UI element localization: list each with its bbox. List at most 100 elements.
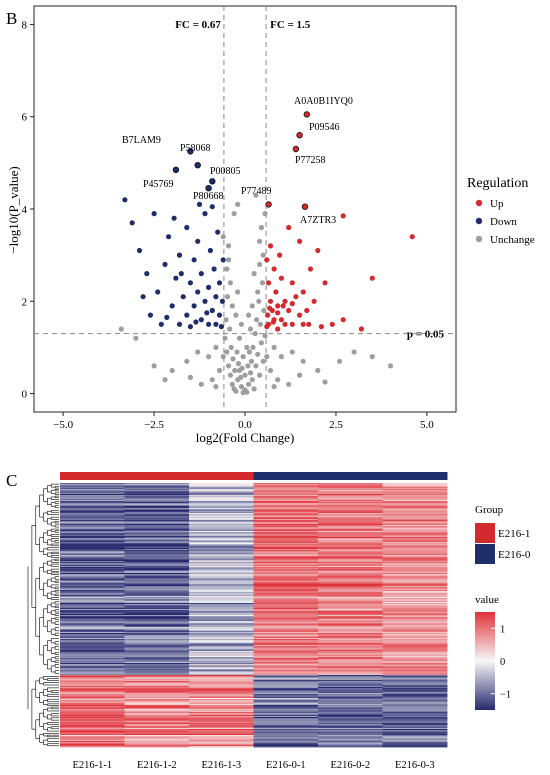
- heatmap-cell: [318, 569, 383, 571]
- heatmap-cell: [253, 628, 319, 630]
- point-unchange: [226, 363, 232, 369]
- heatmap-cell: [124, 660, 190, 663]
- heatmap-cell: [60, 498, 125, 501]
- heatmap-cell: [60, 534, 125, 537]
- heatmap-cell: [382, 702, 448, 705]
- heatmap-cell: [124, 659, 190, 661]
- heatmap-cell: [318, 503, 383, 505]
- heatmap-cell: [382, 502, 448, 504]
- heatmap-cell: [318, 525, 383, 527]
- heatmap-cell: [60, 535, 125, 538]
- heatmap-cell: [60, 568, 125, 570]
- heatmap-cell: [124, 744, 190, 747]
- point-unchange: [195, 349, 201, 355]
- heatmap-cell: [189, 556, 254, 558]
- point-down: [176, 321, 183, 327]
- heatmap-cell: [382, 658, 448, 660]
- heatmap-cell: [124, 655, 190, 658]
- point-down: [166, 234, 172, 240]
- heatmap-column-label: E216-1-3: [201, 760, 241, 771]
- point-up: [280, 303, 286, 309]
- heatmap-cell: [318, 517, 383, 520]
- heatmap-cell: [318, 675, 383, 677]
- heatmap-cell: [124, 539, 190, 541]
- heatmap-cell: [382, 657, 448, 659]
- value-tick-label: 1: [500, 624, 505, 635]
- point-up: [275, 303, 281, 309]
- legend-swatch-down: [475, 217, 483, 225]
- heatmap-cell: [318, 581, 383, 583]
- heatmap-cell: [189, 640, 254, 642]
- point-unchange: [245, 363, 251, 369]
- point-up: [273, 289, 279, 295]
- point-unchange: [224, 266, 230, 272]
- heatmap-cell: [318, 555, 383, 557]
- point-unchange: [222, 335, 228, 341]
- heatmap-cell: [382, 678, 448, 681]
- point-unchange: [315, 367, 321, 374]
- point-unchange: [235, 201, 241, 207]
- heatmap-column-label: E216-0-2: [330, 760, 370, 771]
- heatmap-cell: [253, 515, 319, 517]
- labeled-point: [187, 148, 194, 155]
- heatmap-cell: [189, 624, 254, 627]
- heatmap-cell: [124, 587, 190, 589]
- heatmap-cell: [189, 742, 254, 744]
- point-up: [311, 298, 317, 304]
- heatmap-cell: [382, 743, 448, 745]
- heatmap-cell: [60, 520, 125, 522]
- heatmap-cell: [124, 695, 190, 697]
- heatmap-cell: [60, 676, 125, 678]
- heatmap-cell: [253, 711, 319, 713]
- heatmap-cell: [124, 498, 190, 501]
- heatmap-cell: [124, 497, 190, 499]
- heatmap-cell: [124, 519, 190, 521]
- heatmap-cell: [124, 640, 190, 642]
- heatmap-cell: [189, 645, 254, 647]
- point-unchange: [216, 367, 223, 374]
- heatmap-cell: [189, 709, 254, 712]
- heatmap-cell: [253, 685, 319, 688]
- point-up: [278, 317, 284, 323]
- heatmap-cell: [60, 616, 125, 618]
- heatmap-cell: [124, 487, 190, 490]
- point-label: P80668: [193, 191, 224, 202]
- heatmap-cell: [124, 529, 190, 532]
- heatmap-cell: [318, 667, 383, 670]
- heatmap-cell: [124, 521, 190, 523]
- heatmap-cell: [124, 612, 190, 615]
- heatmap-cell: [124, 610, 190, 612]
- heatmap-cell: [318, 509, 383, 511]
- point-down: [169, 303, 175, 309]
- heatmap-cell: [318, 717, 383, 719]
- heatmap-cell: [189, 557, 254, 559]
- heatmap-cell: [253, 570, 319, 573]
- heatmap-cell: [382, 587, 448, 589]
- heatmap-cell: [189, 529, 254, 532]
- heatmap-cell: [189, 689, 254, 691]
- heatmap-cell: [60, 593, 125, 595]
- point-unchange: [275, 377, 281, 383]
- heatmap-cell: [318, 719, 383, 721]
- heatmap-cell: [189, 687, 254, 689]
- heatmap-cell: [189, 691, 254, 694]
- point-unchange: [228, 344, 234, 350]
- heatmap-cell: [253, 527, 319, 529]
- heatmap-cell: [382, 609, 448, 611]
- heatmap-cell: [60, 642, 125, 645]
- heatmap-cell: [124, 580, 190, 582]
- heatmap-cell: [124, 703, 190, 706]
- heatmap-cell: [124, 670, 190, 672]
- heatmap-cell: [189, 723, 254, 725]
- heatmap-cell: [318, 495, 383, 497]
- heatmap-cell: [318, 497, 383, 499]
- point-unchange: [235, 361, 242, 367]
- heatmap-cell: [382, 501, 448, 503]
- heatmap-cell: [60, 682, 125, 684]
- heatmap-cell: [318, 553, 383, 556]
- heatmap-cell: [60, 527, 125, 529]
- heatmap-cell: [318, 508, 383, 510]
- heatmap-cell: [253, 673, 319, 676]
- heatmap-cell: [60, 589, 125, 592]
- heatmap-cell: [253, 714, 319, 717]
